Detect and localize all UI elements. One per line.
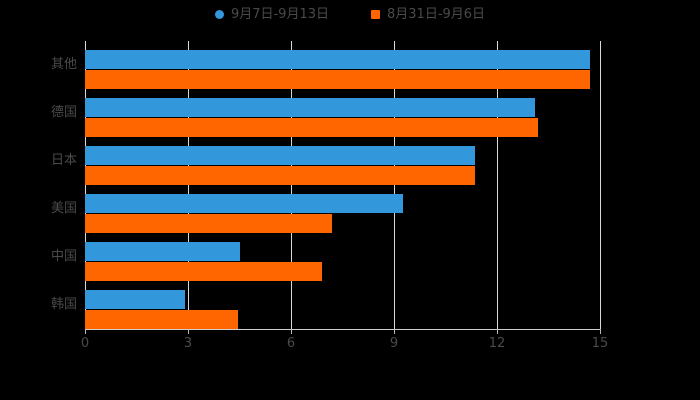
gridline [188,41,189,329]
x-axis-label: 6 [286,336,296,351]
bar-group [85,98,600,137]
x-axis-tick [85,329,86,334]
x-axis-tick [291,329,292,334]
bar[interactable] [85,166,475,185]
x-axis-tick [600,329,601,334]
x-axis-label: 12 [488,336,506,351]
bar-group [85,290,600,329]
bar[interactable] [85,214,332,233]
gridline [497,41,498,329]
legend-item-series-1[interactable]: 8月31日-9月6日 [371,8,485,21]
bar-group [85,194,600,233]
x-axis-label: 15 [591,336,609,351]
y-axis-line [85,41,86,329]
bar[interactable] [85,310,238,329]
x-axis-tick [188,329,189,334]
legend-circle-marker-icon [214,10,224,19]
bar[interactable] [85,242,240,261]
bar-group [85,50,600,89]
x-axis-label: 9 [389,336,399,351]
bar-group [85,242,600,281]
gridline [394,41,395,329]
legend-label-series-1: 8月31日-9月6日 [387,7,486,22]
y-axis-label: 其他 [50,57,77,72]
chart-legend: 9月7日-9月13日 8月31日-9月6日 [0,8,700,21]
bar[interactable] [85,262,322,281]
bar[interactable] [85,118,538,137]
y-axis-label: 中国 [50,249,77,264]
gridline [600,41,601,329]
bar[interactable] [85,70,590,89]
gridline [291,41,292,329]
bar-group [85,146,600,185]
bar[interactable] [85,194,403,213]
x-axis-tick [394,329,395,334]
bar[interactable] [85,98,535,117]
x-axis-line [85,329,601,330]
bar[interactable] [85,290,185,309]
y-axis-label: 美国 [50,201,77,216]
legend-label-series-0: 9月7日-9月13日 [230,7,329,22]
y-axis-label: 韩国 [50,297,77,312]
x-axis-tick [497,329,498,334]
legend-square-marker-icon [371,10,380,19]
y-axis-label: 日本 [50,153,77,168]
x-axis-label: 3 [183,336,193,351]
plot-area [85,41,601,329]
x-axis-label: 0 [80,336,90,351]
legend-item-series-0[interactable]: 9月7日-9月13日 [214,7,329,22]
bar[interactable] [85,50,590,69]
bar[interactable] [85,146,475,165]
x-axis-labels: 0 3 6 9 12 15 [0,337,700,359]
y-axis-labels: 其他德国日本美国中国韩国 [5,41,77,329]
y-axis-label: 德国 [50,105,77,120]
